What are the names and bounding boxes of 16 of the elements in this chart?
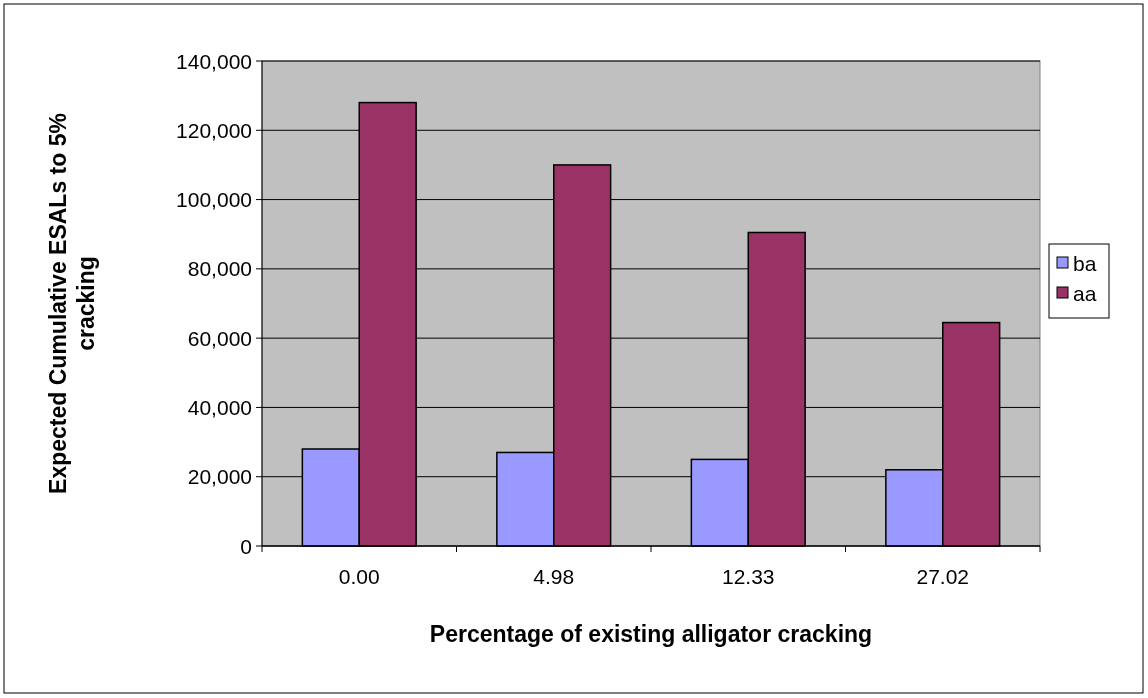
y-tick-label: 40,000	[187, 395, 252, 419]
y-tick-label: 140,000	[176, 49, 252, 73]
x-tick-label: 4.98	[533, 565, 575, 588]
legend-label: ba	[1073, 251, 1097, 275]
legend-label: aa	[1073, 281, 1097, 305]
y-axis-title: Expected Cumulative ESALs to 5% cracking	[45, 113, 99, 494]
x-tick-label: 27.02	[916, 565, 970, 588]
x-tick-label: 0.00	[338, 565, 380, 588]
y-tick-label: 80,000	[187, 257, 252, 281]
y-tick-label: 100,000	[176, 188, 252, 212]
y-tick-label: 0	[240, 534, 252, 558]
x-axis-title: Percentage of existing alligator cracking	[429, 621, 873, 647]
x-tick-label: 12.33	[721, 565, 775, 588]
y-tick-label: 120,000	[176, 118, 252, 142]
y-tick-label: 20,000	[187, 465, 252, 489]
y-tick-label: 60,000	[187, 326, 252, 350]
